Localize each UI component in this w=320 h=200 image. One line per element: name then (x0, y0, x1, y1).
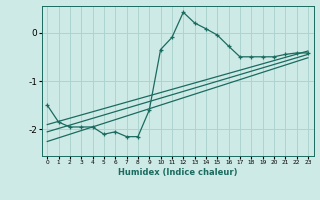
X-axis label: Humidex (Indice chaleur): Humidex (Indice chaleur) (118, 168, 237, 177)
